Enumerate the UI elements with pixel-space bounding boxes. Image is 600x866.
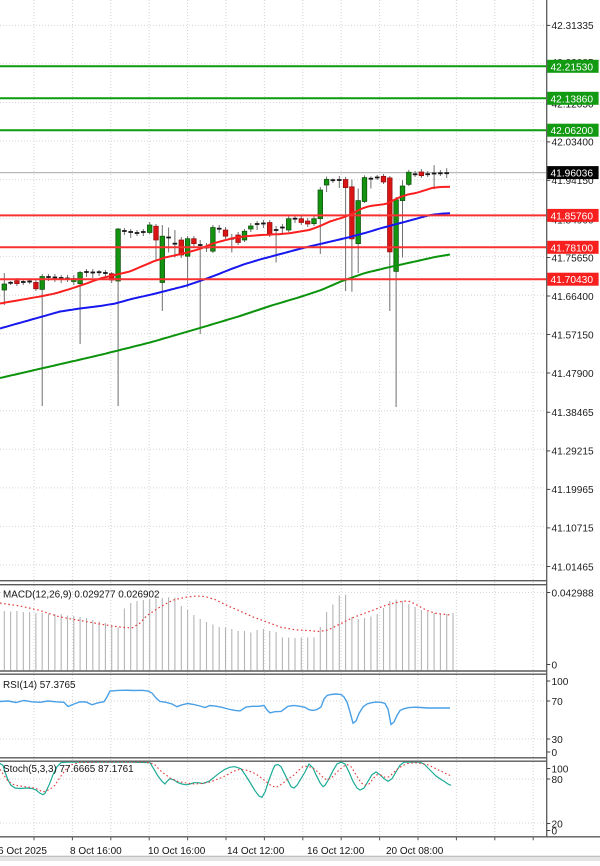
svg-text:41.10715: 41.10715 [552, 524, 594, 535]
svg-text:41.19965: 41.19965 [552, 485, 594, 496]
svg-text:41.38465: 41.38465 [552, 408, 594, 419]
svg-text:42.06200: 42.06200 [551, 126, 594, 137]
svg-text:16 Oct 12:00: 16 Oct 12:00 [307, 846, 365, 857]
svg-text:14 Oct 12:00: 14 Oct 12:00 [227, 846, 285, 857]
svg-text:100: 100 [552, 764, 569, 775]
svg-text:41.75650: 41.75650 [552, 253, 594, 264]
svg-text:30: 30 [552, 735, 564, 746]
svg-text:41.94150: 41.94150 [552, 176, 594, 187]
svg-text:8 Oct 16:00: 8 Oct 16:00 [70, 846, 122, 857]
svg-text:0: 0 [552, 826, 558, 837]
svg-text:42.03400: 42.03400 [552, 138, 594, 149]
svg-text:10 Oct 16:00: 10 Oct 16:00 [148, 846, 206, 857]
svg-text:80: 80 [552, 775, 564, 786]
svg-text:0: 0 [552, 748, 558, 759]
svg-text:41.78100: 41.78100 [551, 243, 594, 254]
svg-text:0.042988: 0.042988 [552, 588, 594, 599]
svg-text:20 Oct 08:00: 20 Oct 08:00 [386, 846, 444, 857]
svg-text:42.31335: 42.31335 [552, 21, 594, 32]
svg-text:41.01465: 41.01465 [552, 562, 594, 573]
svg-text:6 Oct 2025: 6 Oct 2025 [0, 846, 47, 857]
svg-text:41.47900: 41.47900 [552, 369, 594, 380]
svg-text:41.57150: 41.57150 [552, 330, 594, 341]
svg-text:41.66400: 41.66400 [552, 292, 594, 303]
svg-text:100: 100 [552, 677, 569, 688]
svg-text:42.21530: 42.21530 [551, 62, 594, 73]
svg-text:Stoch(5,3,3) 77.6665 87.1761: Stoch(5,3,3) 77.6665 87.1761 [3, 764, 134, 775]
svg-text:0: 0 [552, 660, 558, 671]
svg-text:41.29215: 41.29215 [552, 447, 594, 458]
svg-text:MACD(12,26,9) 0.029277 0.02690: MACD(12,26,9) 0.029277 0.026902 [3, 590, 159, 601]
svg-text:70: 70 [552, 697, 564, 708]
svg-text:41.70430: 41.70430 [551, 275, 594, 286]
svg-text:20: 20 [552, 819, 564, 830]
svg-text:RSI(14) 57.3765: RSI(14) 57.3765 [3, 680, 76, 691]
svg-text:42.12050: 42.12050 [552, 100, 594, 111]
svg-text:41.85760: 41.85760 [551, 211, 594, 222]
svg-text:41.96036: 41.96036 [551, 169, 594, 180]
svg-text:42.13860: 42.13860 [551, 94, 594, 105]
